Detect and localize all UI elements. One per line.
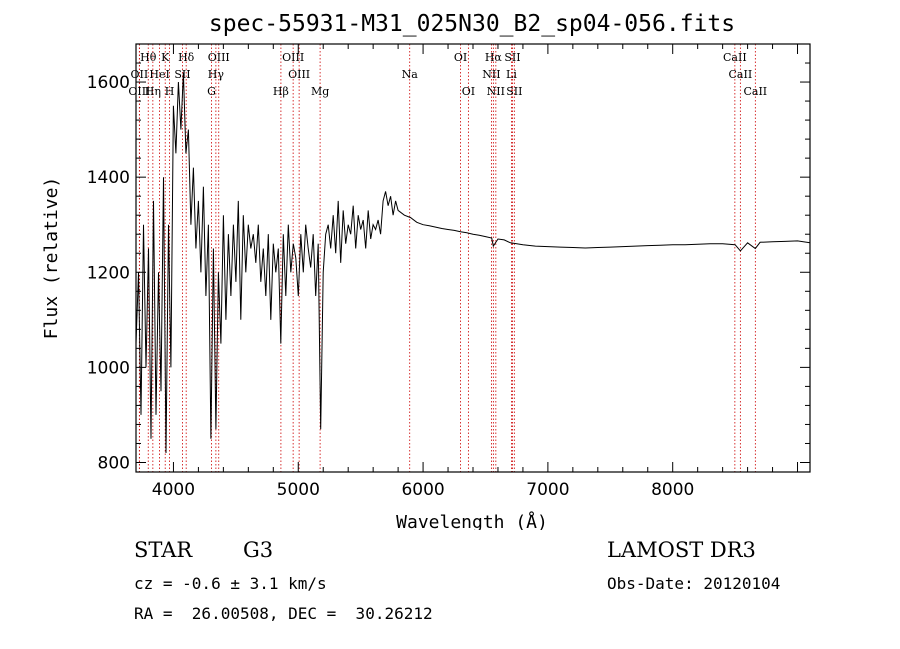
line-label: Li <box>506 68 517 81</box>
x-tick-label: 8000 <box>651 480 694 500</box>
line-label: OII <box>131 68 149 81</box>
line-label: CaII <box>729 68 753 81</box>
line-label: Hγ <box>208 68 225 81</box>
line-label: NII <box>482 68 500 81</box>
sky-coordinates: RA = 26.00508, DEC = 30.26212 <box>134 604 433 623</box>
y-tick-label: 800 <box>98 453 130 473</box>
chart-title: spec-55931-M31_025N30_B2_sp04-056.fits <box>209 11 735 37</box>
y-tick-label: 1200 <box>87 263 130 283</box>
y-axis-label: Flux (relative) <box>41 177 62 340</box>
spectral-subclass: G3 <box>243 538 274 562</box>
y-tick-label: 1400 <box>87 168 130 188</box>
line-label: G <box>207 85 216 98</box>
flux-series <box>135 72 811 454</box>
spectrum-chart: spec-55931-M31_025N30_B2_sp04-056.fits H… <box>41 11 811 530</box>
x-tick-label: 4000 <box>152 480 195 500</box>
line-label: OIII <box>208 51 230 64</box>
line-label: OIII <box>282 51 304 64</box>
line-label: Hα <box>485 51 503 64</box>
line-label: SII <box>506 85 522 98</box>
line-label: CaII <box>723 51 747 64</box>
line-label: Hδ <box>178 51 195 64</box>
x-axis-ticks: 4000 5000 6000 7000 8000 <box>152 44 799 500</box>
line-label: OI <box>454 51 467 64</box>
line-label: Hθ <box>140 51 157 64</box>
y-tick-label: 1000 <box>87 358 130 378</box>
x-tick-label: 6000 <box>401 480 444 500</box>
x-axis-label: Wavelength (Å) <box>396 511 548 530</box>
line-label: OIII <box>128 85 150 98</box>
y-tick-label: 1600 <box>87 73 130 93</box>
line-label: Mg <box>311 85 329 98</box>
line-label: H <box>165 85 175 98</box>
x-tick-label: 7000 <box>526 480 569 500</box>
line-label: Hη <box>145 85 161 98</box>
x-tick-label: 5000 <box>277 480 320 500</box>
line-label: SII <box>174 68 190 81</box>
line-label: SII <box>504 51 520 64</box>
line-label: NII <box>487 85 505 98</box>
flux-line <box>135 72 811 454</box>
survey-name: LAMOST DR3 <box>607 538 756 562</box>
line-label: Na <box>402 68 419 81</box>
line-label: K <box>161 51 170 64</box>
y-axis-ticks: 800 1000 1200 1400 1600 <box>87 62 810 473</box>
line-label: OI <box>462 85 475 98</box>
observation-date: Obs-Date: 20120104 <box>607 574 781 593</box>
line-label: Hβ <box>273 85 289 98</box>
spectral-line-markers <box>138 44 756 472</box>
redshift-velocity: cz = -0.6 ± 3.1 km/s <box>134 574 327 593</box>
line-label: HeI <box>149 68 169 81</box>
line-label: CaII <box>743 85 767 98</box>
line-label: OIII <box>288 68 310 81</box>
object-class: STAR <box>134 538 193 562</box>
